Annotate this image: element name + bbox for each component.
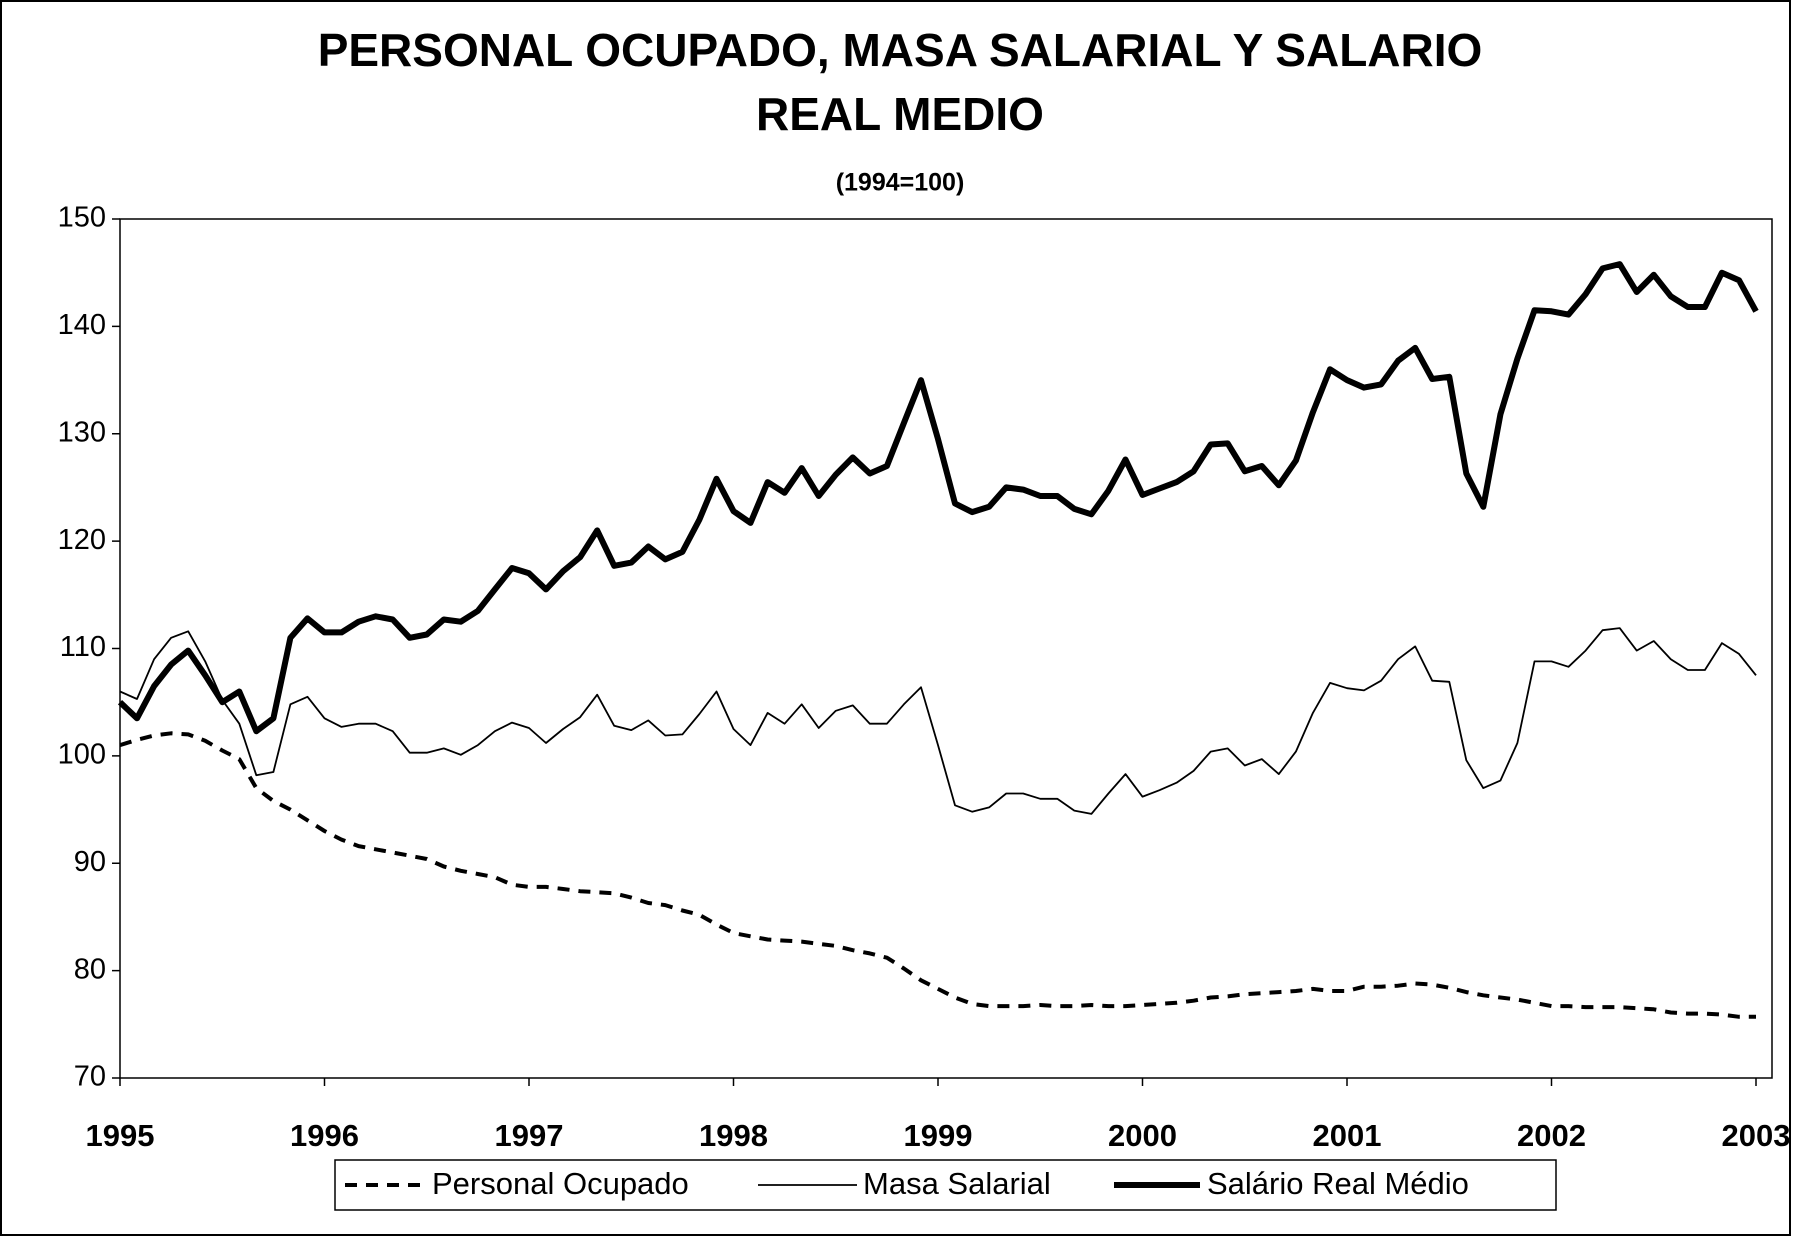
y-tick-label: 90 xyxy=(74,846,106,878)
x-tick-label: 2003 xyxy=(1722,1118,1791,1153)
y-tick-label: 120 xyxy=(58,524,106,556)
y-tick-label: 110 xyxy=(60,631,106,663)
x-tick-label: 2002 xyxy=(1517,1118,1586,1153)
x-tick-label: 1999 xyxy=(904,1118,973,1153)
x-tick-label: 1996 xyxy=(290,1118,359,1153)
legend-label: Personal Ocupado xyxy=(432,1166,689,1201)
y-tick-label: 100 xyxy=(58,739,106,771)
y-tick-label: 80 xyxy=(74,953,106,985)
x-tick-label: 1998 xyxy=(699,1118,768,1153)
legend-label: Masa Salarial xyxy=(863,1166,1051,1201)
chart-title: PERSONAL OCUPADO, MASA SALARIAL Y SALARI… xyxy=(318,24,1483,76)
y-tick-label: 150 xyxy=(58,202,106,234)
legend-label: Salário Real Médio xyxy=(1207,1166,1469,1201)
x-tick-label: 2001 xyxy=(1313,1118,1382,1153)
chart-title: REAL MEDIO xyxy=(756,88,1044,140)
legend-box xyxy=(334,1159,1557,1211)
y-tick-label: 70 xyxy=(74,1061,106,1093)
chart-subtitle: (1994=100) xyxy=(836,169,965,197)
line-series xyxy=(119,731,1756,1019)
y-tick-label: 130 xyxy=(58,416,106,448)
x-tick-label: 1997 xyxy=(495,1118,564,1153)
y-tick-label: 140 xyxy=(58,309,106,341)
x-tick-label: 2000 xyxy=(1108,1118,1177,1153)
line-series xyxy=(119,627,1757,815)
x-tick-label: 1995 xyxy=(86,1118,155,1153)
line-series xyxy=(117,261,1759,735)
